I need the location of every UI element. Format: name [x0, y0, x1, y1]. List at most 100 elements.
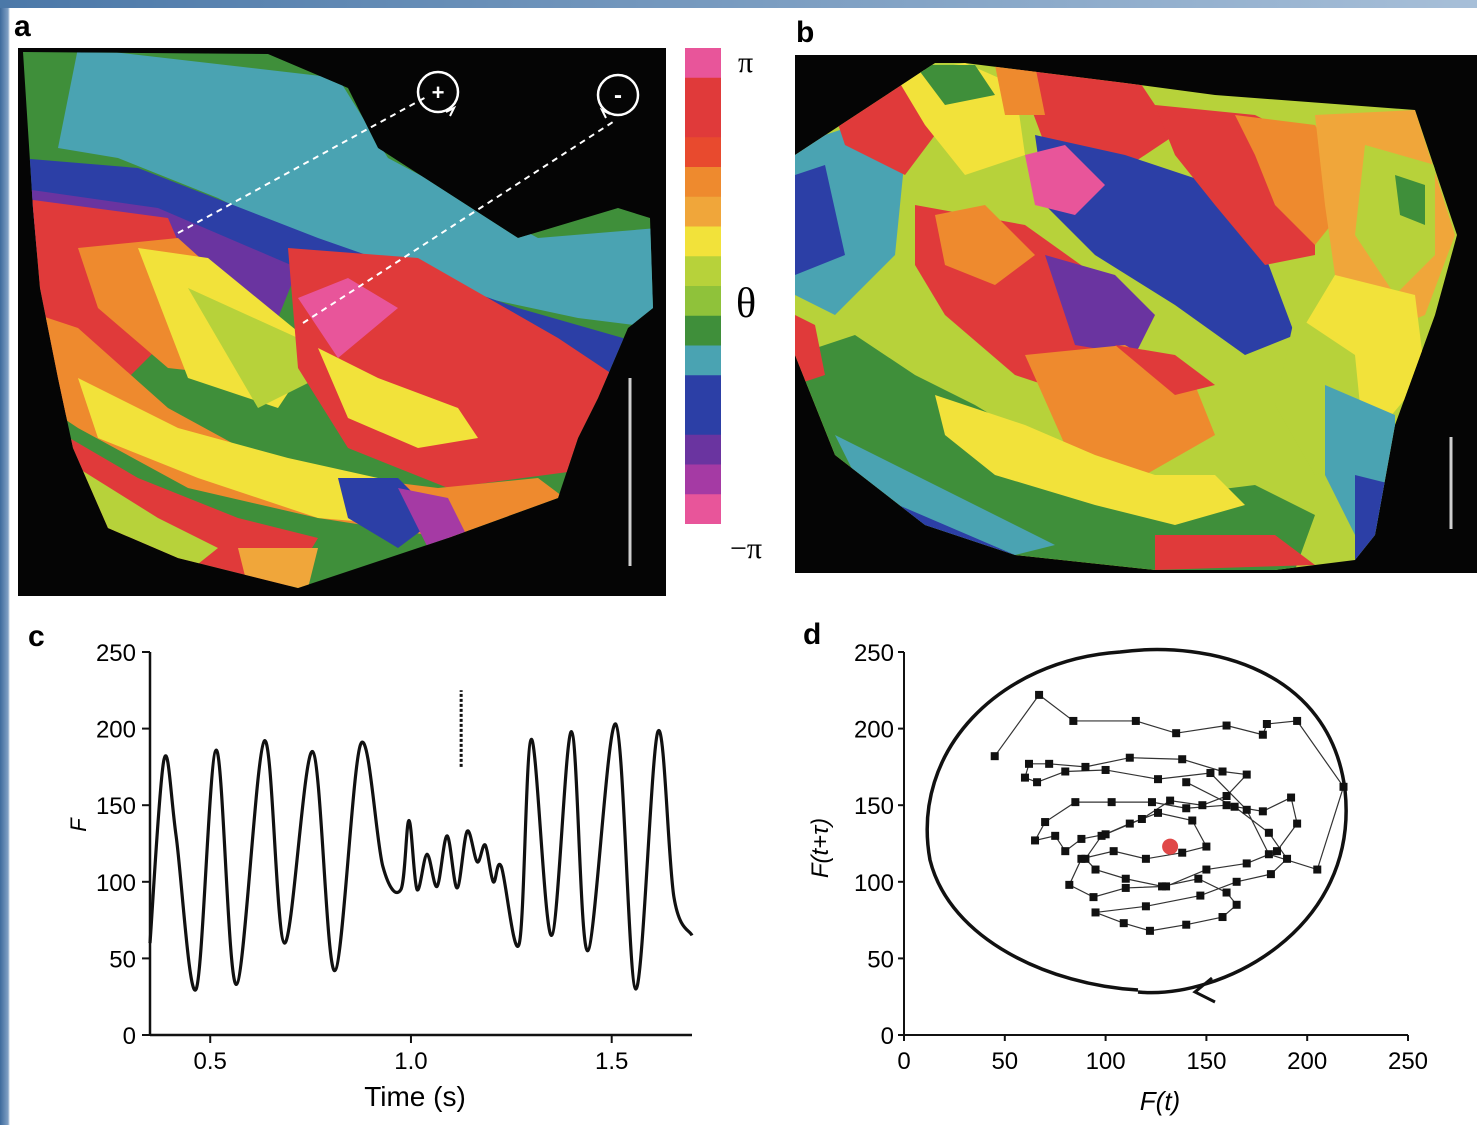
colorbar-segment	[685, 48, 721, 79]
chart-d-point	[1154, 775, 1163, 784]
chart-d-point	[990, 752, 999, 761]
chart-d-point	[1119, 919, 1128, 928]
chart-c-series-line	[148, 722, 694, 992]
chart-c-ytick-label: 150	[96, 793, 136, 820]
chart-d-point	[1242, 805, 1251, 814]
chart-c-ytick-label: 250	[96, 640, 136, 667]
chart-d-point	[1061, 767, 1070, 776]
colorbar-segment	[685, 315, 721, 346]
chart-d-xtick-label: 0	[897, 1048, 910, 1075]
chart-d-point	[1230, 802, 1239, 811]
chart-d-point	[1125, 753, 1134, 762]
chart-d-xtick-label: 200	[1287, 1048, 1327, 1075]
chart-d-point	[1041, 818, 1050, 827]
chart-d-point	[1313, 865, 1322, 874]
chart-d-point	[1089, 893, 1098, 902]
chart-d-axes	[903, 652, 1408, 1036]
chart-d-point	[1081, 762, 1090, 771]
plus-marker: +	[432, 80, 445, 105]
chart-d-point	[1232, 877, 1241, 886]
chart-d-point	[1182, 804, 1191, 813]
chart-d-ytick-label: 100	[854, 870, 894, 897]
chart-d-point	[1162, 882, 1171, 891]
chart-d-point	[1242, 859, 1251, 868]
chart-d-point	[1182, 920, 1191, 929]
chart-d-xtick-label: 100	[1086, 1048, 1126, 1075]
colorbar-theta-label: θ	[736, 281, 757, 327]
phase-map-a: + -	[18, 48, 666, 596]
chart-c-xtick-label: 0.5	[194, 1048, 227, 1075]
chart-d-point	[1109, 847, 1118, 856]
chart-d-point	[1262, 720, 1271, 729]
chart-d-point	[1178, 848, 1187, 857]
chart-d: 0 50 100 150 200 250 0 50 100 150 200 250 F(t) F(t+…	[807, 640, 1428, 1116]
chart-d-point	[1202, 865, 1211, 874]
rotation-arrow-d	[925, 647, 1348, 995]
chart-d-point	[1141, 902, 1150, 911]
chart-d-center-point	[1162, 838, 1179, 855]
chart-d-point	[1141, 854, 1150, 863]
colorbar-segment	[685, 137, 721, 168]
chart-d-point	[1101, 765, 1110, 774]
colorbar-segment	[685, 107, 721, 138]
chart-d-ytick-label: 0	[881, 1023, 894, 1050]
colorbar-segment	[685, 434, 721, 465]
colorbar-segment	[685, 286, 721, 317]
colorbar-segment	[685, 405, 721, 436]
colorbar	[685, 48, 721, 525]
chart-d-xlabel: F(t)	[1140, 1086, 1180, 1116]
chart-d-point	[1061, 847, 1070, 856]
chart-d-point	[1137, 814, 1146, 823]
chart-d-point	[1293, 716, 1302, 725]
chart-d-point	[1222, 888, 1231, 897]
colorbar-segment	[685, 464, 721, 495]
chart-d-xtick-label: 150	[1186, 1048, 1226, 1075]
chart-d-point	[1081, 854, 1090, 863]
chart-d-point	[1065, 880, 1074, 889]
chart-d-point	[1091, 865, 1100, 874]
minus-marker: -	[614, 82, 622, 109]
colorbar-max-label: π	[738, 46, 754, 79]
chart-c-ticks: 0 50 100 150 200 250 0.5 1.0 1.5	[96, 640, 628, 1075]
chart-d-xtick-label: 50	[991, 1048, 1018, 1075]
colorbar-min-label: −π	[730, 532, 763, 565]
chart-d-ytick-label: 50	[867, 946, 894, 973]
chart-d-point	[1222, 801, 1231, 810]
chart-d-point	[1097, 831, 1106, 840]
chart-c-ytick-label: 200	[96, 717, 136, 744]
chart-d-point	[1107, 798, 1116, 807]
chart-d-point	[1024, 759, 1033, 768]
chart-c-ytick-label: 100	[96, 870, 136, 897]
chart-d-point	[1283, 854, 1292, 863]
chart-d-point	[1188, 816, 1197, 825]
phase-map-b	[795, 55, 1477, 573]
chart-d-point	[1264, 850, 1273, 859]
chart-d-point	[1293, 819, 1302, 828]
chart-d-point	[1071, 798, 1080, 807]
chart-d-point	[1272, 847, 1281, 856]
chart-c-xlabel: Time (s)	[364, 1081, 466, 1112]
chart-d-ytick-label: 200	[854, 717, 894, 744]
chart-d-point	[1258, 807, 1267, 816]
chart-d-point	[1178, 755, 1187, 764]
chart-d-point	[1232, 900, 1241, 909]
chart-d-point	[1218, 767, 1227, 776]
colorbar-segment	[685, 345, 721, 376]
chart-d-point	[1020, 773, 1029, 782]
chart-d-point	[1121, 883, 1130, 892]
colorbar-segment	[685, 196, 721, 227]
chart-d-point	[1069, 716, 1078, 725]
chart-d-point	[1091, 908, 1100, 917]
chart-d-point	[1035, 690, 1044, 699]
plus-rotation-icon: +	[416, 70, 460, 117]
chart-d-point	[1258, 730, 1267, 739]
chart-d-point	[1166, 796, 1175, 805]
chart-d-ylabel: F(t+τ)	[807, 818, 834, 878]
chart-d-point	[1194, 874, 1203, 883]
chart-d-point	[1077, 834, 1086, 843]
chart-d-point	[1147, 798, 1156, 807]
chart-d-point	[1033, 778, 1042, 787]
chart-d-point	[1196, 891, 1205, 900]
colorbar-segment	[685, 77, 721, 108]
chart-d-point	[1222, 721, 1231, 730]
